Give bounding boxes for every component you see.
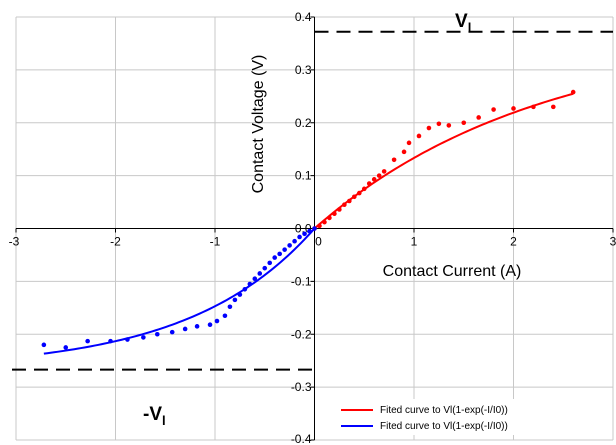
data-point-red xyxy=(381,169,387,174)
vl-label: Vl xyxy=(455,11,471,35)
data-point-red xyxy=(371,177,377,182)
x-tick-label: 1 xyxy=(411,235,418,249)
x-tick-label: 2 xyxy=(510,235,517,249)
data-point-red xyxy=(551,104,556,110)
data-point-red xyxy=(461,120,467,126)
y-tick-label: 0.3 xyxy=(295,63,312,77)
legend-label-red: Fited curve to Vl(1-exp(-I/I0)) xyxy=(380,405,508,416)
data-point-blue xyxy=(277,251,282,257)
x-tick-label: -3 xyxy=(9,235,20,249)
data-point-blue xyxy=(232,297,238,303)
reference-lines xyxy=(12,30,613,371)
data-point-blue xyxy=(182,326,188,332)
data-point-blue xyxy=(302,231,307,237)
data-point-blue xyxy=(227,304,233,310)
data-point-blue xyxy=(222,313,228,319)
data-point-blue xyxy=(85,338,90,344)
data-point-red xyxy=(391,157,397,163)
data-point-blue xyxy=(63,345,69,350)
data-point-blue xyxy=(257,271,263,276)
data-point-red xyxy=(436,121,442,127)
x-tick-label: 3 xyxy=(610,235,616,249)
data-point-red xyxy=(406,140,412,146)
data-point-blue xyxy=(287,243,292,248)
data-point-red xyxy=(416,133,422,139)
data-point-blue xyxy=(272,255,278,260)
y-tick-label: -0.1 xyxy=(291,274,312,288)
y-tick-label: -0.3 xyxy=(291,380,312,394)
fitted-curve-blue xyxy=(43,227,316,355)
data-point-blue xyxy=(154,331,160,337)
y-tick-label: -0.4 xyxy=(291,432,312,445)
data-point-blue xyxy=(41,342,47,348)
data-point-red xyxy=(401,149,407,155)
data-point-blue xyxy=(252,276,258,282)
x-tick-label: 0 xyxy=(315,235,322,249)
data-point-blue xyxy=(141,335,146,340)
data-point-blue xyxy=(262,265,268,271)
data-point-blue xyxy=(194,324,200,329)
legend: Fited curve to Vl(1-exp(-I/I0)) Fited cu… xyxy=(338,399,608,435)
data-point-red xyxy=(426,125,432,131)
neg-vl-label: -Vl xyxy=(143,404,166,428)
data-point-blue xyxy=(207,322,213,328)
fitted-curve-red xyxy=(313,92,574,230)
x-tick-label: -1 xyxy=(210,235,221,249)
data-point-red xyxy=(511,106,516,111)
data-point-red xyxy=(446,123,452,128)
data-point-blue xyxy=(297,234,302,240)
y-tick-label: -0.2 xyxy=(291,327,312,341)
y-tick-label: 0.4 xyxy=(295,10,312,24)
data-point-blue xyxy=(169,329,175,335)
data-point-red xyxy=(476,115,481,120)
data-point-blue xyxy=(292,238,297,244)
data-point-blue xyxy=(267,260,273,266)
y-tick-label: 0.2 xyxy=(295,116,312,130)
data-point-red xyxy=(376,173,382,178)
x-axis-title: Contact Current (A) xyxy=(383,263,522,280)
legend-label-blue: Fited curve to Vl(1-exp(-I/I0)) xyxy=(380,421,508,432)
data-point-blue xyxy=(282,247,287,252)
data-point-blue xyxy=(214,318,220,324)
tick-labels: -3 -2 -1 0 1 2 3-0.4-0.3-0.2-0.10.00.10.20.30.… xyxy=(9,10,616,445)
y-tick-label: 0.1 xyxy=(295,169,312,183)
x-tick-label: -2 xyxy=(110,235,121,249)
legend-box xyxy=(338,399,608,435)
data-point-red xyxy=(491,107,496,112)
y-axis-title: Contact Voltage (V) xyxy=(250,55,267,194)
series xyxy=(41,89,576,355)
